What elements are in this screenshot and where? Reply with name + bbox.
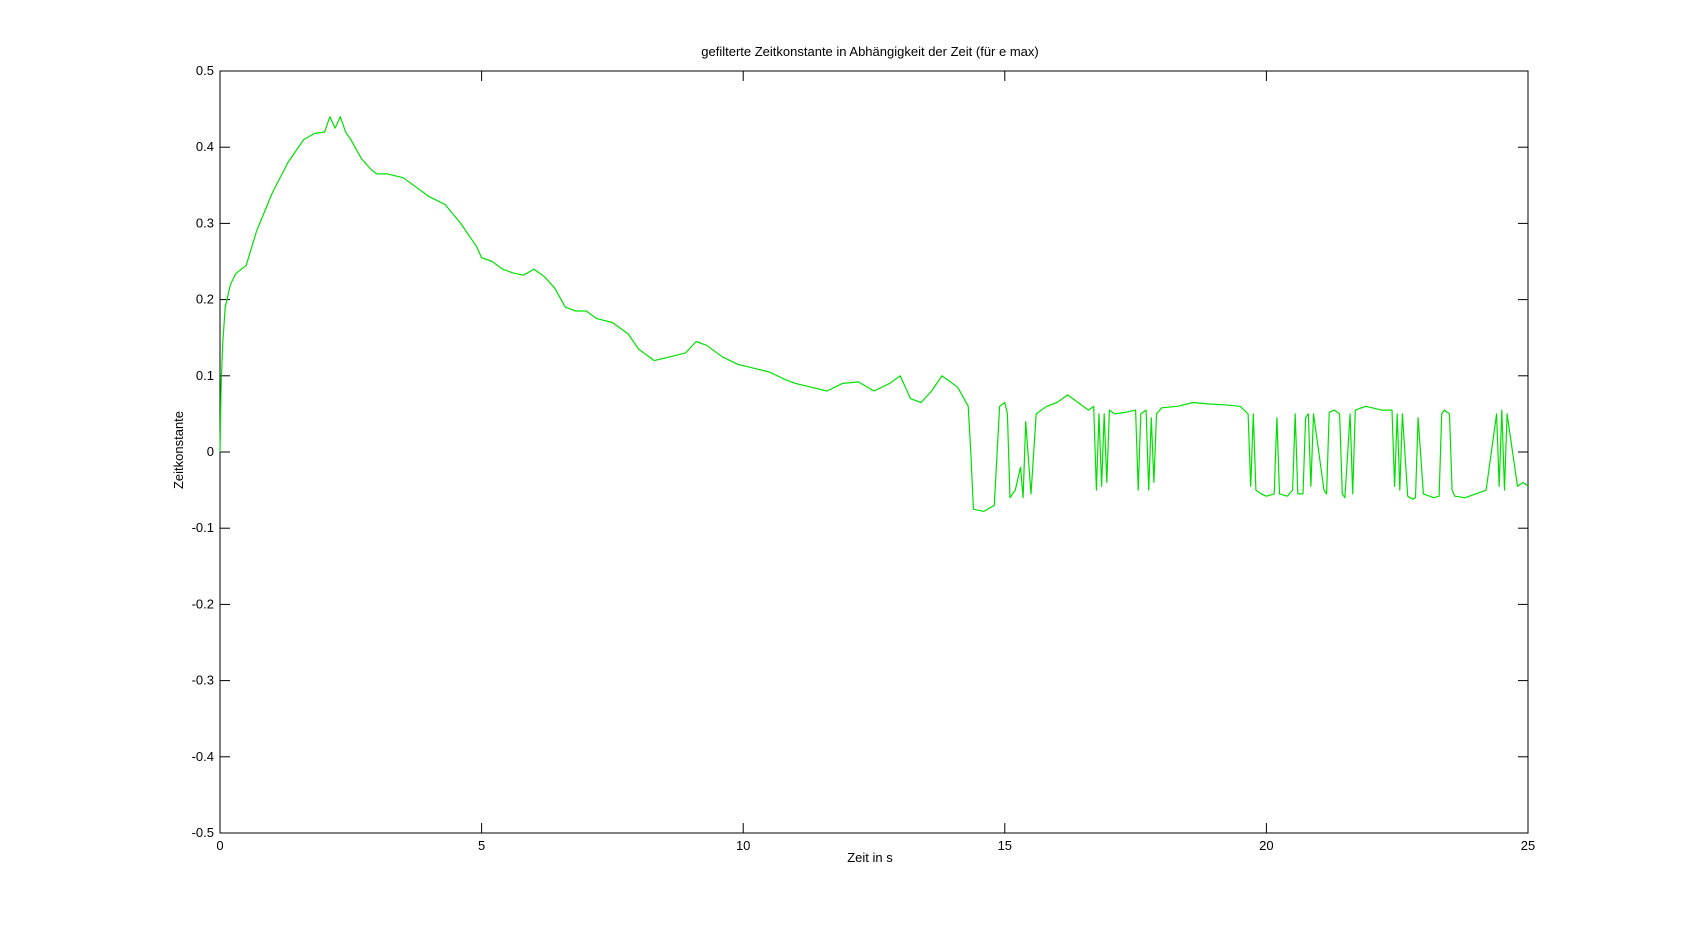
y-tick-label: -0.1 xyxy=(192,520,214,535)
y-tick-label: 0 xyxy=(207,444,214,459)
y-tick-label: -0.4 xyxy=(192,749,214,764)
x-axis-label: Zeit in s xyxy=(847,850,893,865)
y-tick-label: -0.2 xyxy=(192,596,214,611)
x-tick-label: 25 xyxy=(1521,838,1535,853)
x-tick-label: 5 xyxy=(478,838,485,853)
y-axis-label: Zeitkonstante xyxy=(171,411,186,489)
x-tick-label: 0 xyxy=(216,838,223,853)
plot-axes: 0 5 10 15 20 25 0.5 0.4 0.3 0.2 0.1 0 -0.1 -0.2 -0.3 -0… xyxy=(192,63,1536,853)
plot-frame xyxy=(219,70,1529,834)
y-tick-label: 0.3 xyxy=(196,215,214,230)
chart-title: gefilterte Zeitkonstante in Abhängigkeit… xyxy=(701,44,1038,59)
x-tick-label: 15 xyxy=(998,838,1012,853)
plot-series xyxy=(219,116,1529,512)
x-tick-label: 10 xyxy=(736,838,750,853)
x-tick-label: 20 xyxy=(1259,838,1273,853)
y-tick-label: -0.5 xyxy=(192,825,214,840)
y-tick-label: 0.2 xyxy=(196,292,214,307)
series-line-0 xyxy=(219,116,1529,512)
y-tick-label: 0.4 xyxy=(196,139,214,154)
y-tick-label: 0.1 xyxy=(196,368,214,383)
y-tick-label: -0.3 xyxy=(192,673,214,688)
y-tick-label: 0.5 xyxy=(196,63,214,78)
